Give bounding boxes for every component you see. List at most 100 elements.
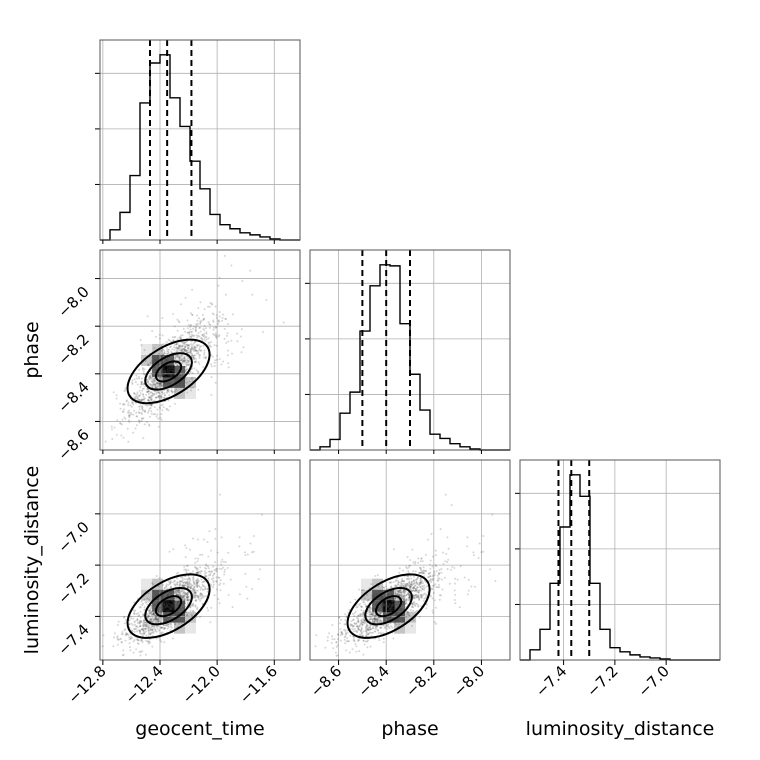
sample-point	[399, 588, 402, 591]
sample-point	[167, 609, 170, 612]
sample-point	[138, 399, 141, 402]
sample-point	[175, 355, 177, 358]
sample-point	[217, 576, 220, 579]
sample-point	[163, 358, 166, 361]
sample-point	[149, 376, 152, 379]
sample-point	[186, 596, 189, 599]
sample-point	[185, 571, 188, 574]
sample-point	[335, 641, 338, 644]
density-cell	[383, 611, 395, 623]
sample-point	[463, 576, 466, 579]
sample-point	[221, 319, 223, 322]
sample-point	[183, 620, 186, 623]
sample-point	[150, 384, 153, 387]
sample-point	[199, 593, 201, 596]
sample-point	[181, 350, 184, 353]
sample-point	[176, 369, 179, 372]
sample-point	[364, 626, 367, 629]
sample-point	[190, 335, 193, 338]
sample-point	[344, 613, 347, 616]
sample-point	[192, 356, 195, 359]
sample-point	[408, 578, 410, 581]
sample-point	[201, 333, 204, 336]
sample-point	[149, 396, 152, 399]
sample-point	[121, 418, 124, 421]
sample-point	[177, 344, 180, 347]
sample-point	[422, 600, 425, 602]
sample-point	[212, 319, 215, 322]
sample-point	[194, 328, 197, 331]
sample-point	[191, 584, 194, 587]
sample-point	[165, 613, 168, 615]
sample-point	[161, 385, 164, 388]
sample-point	[119, 638, 121, 641]
sample-point	[129, 646, 131, 649]
sample-point	[349, 634, 352, 637]
sample-point	[150, 632, 152, 635]
sample-point	[154, 396, 157, 399]
sample-point	[146, 388, 149, 391]
sample-point	[175, 599, 178, 602]
sample-point	[197, 557, 199, 560]
sample-point	[161, 377, 164, 380]
sample-point	[353, 627, 356, 630]
sample-point	[186, 343, 189, 346]
sample-point	[136, 642, 139, 645]
sample-point	[380, 626, 383, 629]
sample-point	[196, 350, 199, 352]
sample-point	[252, 535, 255, 537]
sample-point	[158, 372, 160, 375]
sample-point	[195, 334, 198, 337]
sample-point	[153, 613, 156, 616]
sample-point	[191, 587, 194, 590]
sample-point	[171, 363, 174, 366]
sample-point	[194, 604, 197, 607]
sample-point	[214, 359, 217, 362]
sample-point	[367, 629, 370, 631]
sample-point	[182, 342, 185, 345]
y-tick-label-phase: −8.2	[54, 330, 92, 368]
sample-point	[345, 649, 348, 652]
density-cell	[383, 622, 395, 634]
sample-point	[210, 341, 213, 344]
sample-point	[143, 627, 146, 630]
sample-point	[127, 404, 130, 406]
sample-point	[421, 570, 423, 573]
sample-point	[180, 622, 183, 625]
sample-point	[231, 606, 234, 609]
sample-point	[215, 344, 218, 347]
sample-point	[440, 571, 443, 574]
sample-point	[162, 602, 165, 605]
sample-point	[147, 615, 150, 618]
sample-point	[195, 349, 197, 352]
sample-point	[171, 614, 174, 617]
sample-point	[260, 513, 263, 516]
sample-point	[166, 408, 169, 411]
sample-point	[176, 583, 179, 586]
sample-point	[157, 598, 160, 601]
sample-point	[212, 565, 215, 568]
sample-point	[192, 610, 195, 613]
sample-point	[178, 344, 181, 347]
sample-point	[213, 344, 216, 347]
sample-point	[134, 381, 137, 383]
sample-point	[164, 383, 167, 386]
sample-point	[170, 607, 173, 610]
sample-point	[157, 382, 160, 385]
sample-point	[358, 650, 361, 653]
sample-point	[148, 407, 151, 410]
sample-point	[176, 591, 179, 594]
sample-point	[361, 623, 364, 626]
sample-point	[139, 630, 142, 633]
sample-point	[183, 343, 186, 346]
sample-point	[139, 654, 142, 657]
sample-point	[186, 327, 189, 330]
sample-point	[195, 361, 198, 364]
sample-point	[174, 580, 176, 583]
sample-point	[158, 376, 161, 379]
sample-point	[189, 609, 192, 612]
sample-point	[166, 390, 169, 393]
sample-point	[183, 599, 186, 602]
sample-point	[197, 332, 200, 334]
sample-point	[197, 349, 200, 352]
